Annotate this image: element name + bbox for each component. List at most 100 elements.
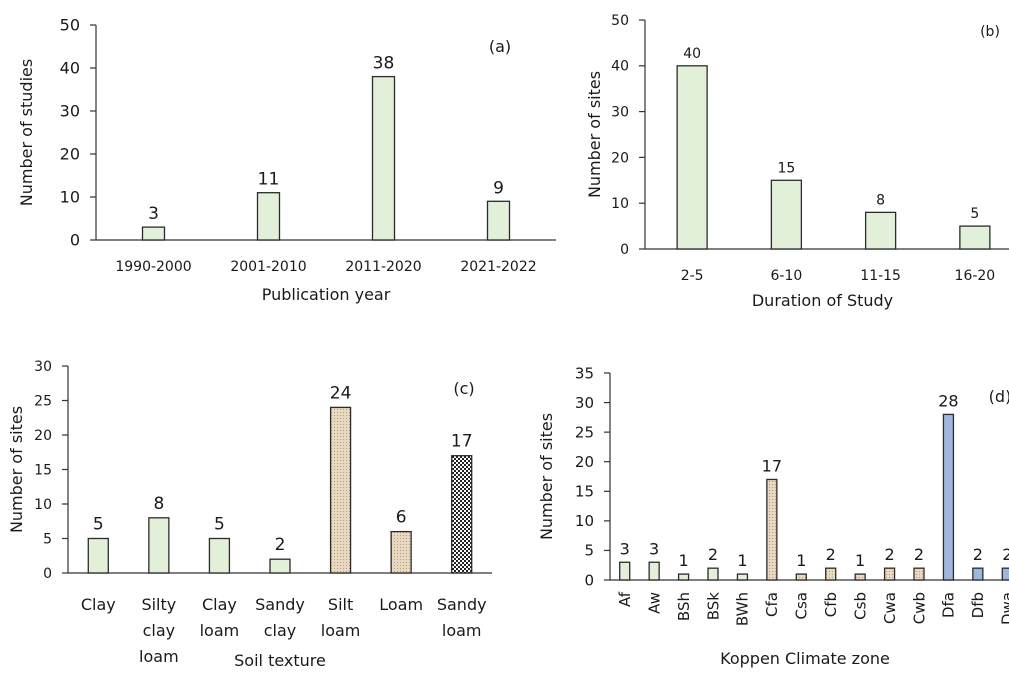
panel-label: (d)	[989, 387, 1009, 406]
panel-label: (a)	[489, 37, 511, 56]
bar	[972, 567, 984, 581]
bar	[329, 406, 352, 574]
x-tick-label: loam	[442, 621, 482, 640]
data-label: 9	[493, 178, 504, 198]
x-tick-label: BSk	[704, 592, 722, 621]
bar	[854, 573, 866, 581]
bar	[648, 561, 660, 581]
y-tick-label: 50	[611, 13, 629, 29]
data-label: 17	[451, 432, 473, 452]
bar	[256, 192, 281, 241]
bar	[825, 567, 837, 581]
data-label: 8	[153, 494, 164, 514]
bar	[269, 558, 291, 574]
x-tick-label: BSh	[675, 592, 693, 621]
bar	[736, 573, 749, 581]
y-tick-label: 25	[575, 423, 594, 441]
y-tick-label: 0	[43, 566, 52, 582]
y-tick-label: 0	[70, 231, 80, 250]
x-tick-label: 6-10	[770, 268, 802, 284]
bar	[390, 530, 412, 574]
y-tick-label: 20	[60, 145, 80, 164]
data-label: 2	[973, 545, 983, 564]
bar	[148, 517, 170, 574]
bar	[676, 65, 708, 250]
panel-label: (b)	[980, 24, 1000, 40]
bar	[795, 573, 807, 581]
x-tick-label: Sandy	[255, 595, 305, 614]
data-label: 5	[970, 206, 979, 222]
data-label: 5	[93, 515, 104, 535]
y-tick-label: 20	[611, 150, 629, 166]
data-label: 28	[938, 391, 958, 410]
x-tick-label: 16-20	[955, 268, 996, 284]
y-tick-label: 40	[60, 59, 80, 78]
y-tick-label: 10	[60, 188, 80, 207]
bar	[864, 211, 897, 250]
x-tick-label: loam	[139, 647, 179, 666]
bar	[770, 179, 803, 250]
bar	[707, 567, 719, 581]
bar	[87, 537, 109, 574]
y-tick-label: 10	[34, 497, 52, 513]
bar	[959, 225, 991, 250]
x-tick-label: 2011-2020	[345, 259, 421, 275]
y-tick-label: 5	[584, 542, 594, 560]
panel-d: 0 5 10 15 20 25 30 35 3 Af 3 Aw 1 BSh 2 BSk 1 BWh 17 Cfa 1 Cs…	[537, 364, 1009, 668]
data-label: 2	[884, 545, 894, 564]
x-tick-label: Csb	[851, 592, 869, 620]
x-tick-label: Cwb	[910, 592, 928, 624]
data-label: 3	[620, 539, 630, 558]
x-tick-label: 2001-2010	[230, 259, 306, 275]
bar	[486, 200, 511, 241]
data-label: 17	[762, 456, 782, 475]
data-label: 1	[855, 551, 865, 570]
data-label: 38	[373, 54, 395, 74]
y-tick-label: 5	[43, 531, 52, 547]
data-label: 3	[148, 204, 159, 224]
x-tick-label: Cwa	[881, 592, 899, 624]
x-axis-title: Publication year	[262, 285, 391, 304]
x-tick-label: loam	[321, 621, 361, 640]
y-tick-label: 0	[584, 571, 594, 589]
x-tick-label: 2-5	[681, 268, 704, 284]
y-tick-label: 10	[575, 512, 594, 530]
bar	[677, 573, 690, 581]
x-tick-label: Csa	[793, 592, 811, 619]
x-axis-title: Duration of Study	[752, 291, 893, 310]
bar	[371, 75, 396, 241]
y-axis-title: Number of sites	[537, 413, 556, 540]
data-label: 15	[777, 160, 795, 176]
y-tick-label: 15	[575, 483, 594, 501]
data-label: 2	[1002, 545, 1009, 564]
data-label: 11	[258, 170, 280, 190]
data-label: 5	[214, 515, 225, 535]
x-tick-label: Cfa	[763, 592, 781, 617]
data-label: 2	[826, 545, 836, 564]
x-tick-label: Af	[616, 591, 634, 607]
data-label: 1	[678, 551, 688, 570]
bar	[913, 567, 925, 581]
y-axis-title: Number of sites	[585, 71, 604, 198]
data-label: 2	[914, 545, 924, 564]
x-tick-label: 2021-2022	[460, 259, 536, 275]
y-axis-title: Number of studies	[17, 59, 36, 206]
panel-label: (c)	[453, 379, 474, 398]
y-tick-label: 40	[611, 59, 629, 75]
y-tick-label: 30	[611, 105, 629, 121]
x-tick-label: Dfb	[969, 592, 987, 618]
bar	[619, 561, 631, 581]
panel-c: 0 5 10 15 20 25 30 5 Clay 8 Silty clay loam 5 Clay loam…	[7, 359, 492, 670]
y-tick-label: 20	[34, 428, 52, 444]
y-tick-label: 10	[611, 196, 629, 212]
x-tick-label: clay	[264, 621, 297, 640]
x-tick-label: Dfa	[940, 592, 958, 618]
y-tick-label: 30	[60, 102, 80, 121]
bar	[451, 455, 473, 574]
data-label: 2	[275, 535, 286, 555]
data-label: 8	[876, 192, 885, 208]
x-axis-title: Soil texture	[234, 651, 326, 669]
data-label: 6	[396, 508, 407, 528]
